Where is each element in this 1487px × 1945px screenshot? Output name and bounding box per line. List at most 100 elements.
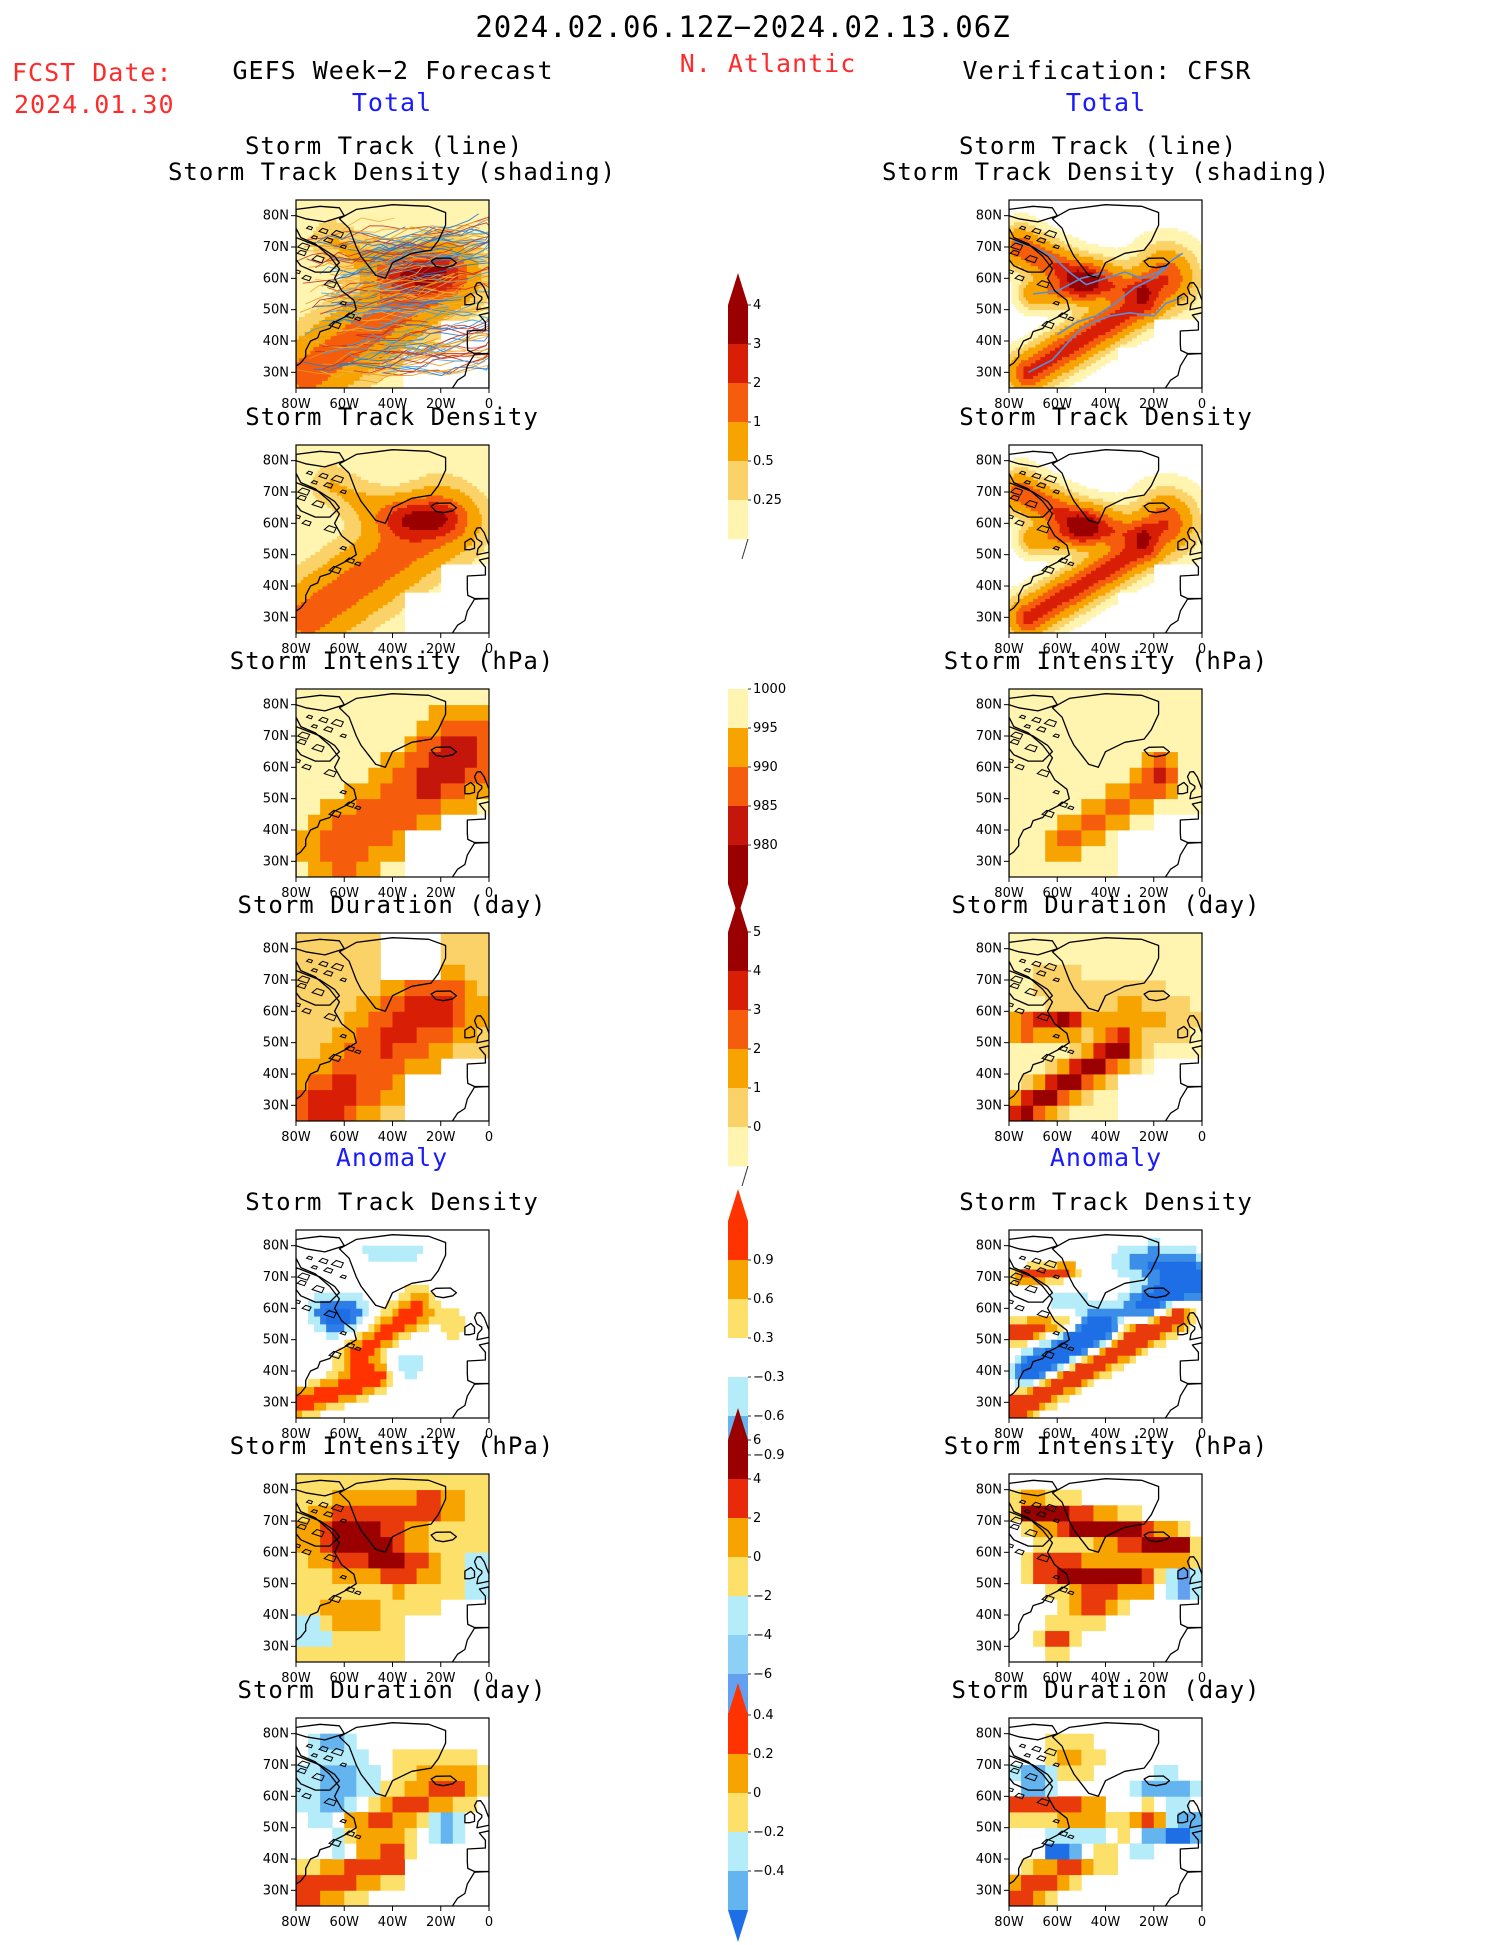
field-cell — [318, 561, 321, 565]
field-cell — [332, 583, 335, 587]
field-cell — [359, 489, 362, 493]
field-cell — [310, 592, 313, 596]
field-cell — [368, 627, 371, 631]
field-cell — [368, 489, 371, 493]
field-cell — [356, 608, 359, 612]
field-cell — [347, 620, 350, 624]
field-cell — [330, 561, 333, 565]
field-cell — [366, 461, 369, 465]
field-cell — [313, 380, 316, 384]
field-cell — [320, 483, 323, 487]
field-cell — [325, 595, 328, 599]
field-cell — [335, 533, 338, 537]
field-cell — [303, 542, 306, 546]
field-cell — [313, 567, 316, 571]
y-tick-label: 60N — [263, 271, 289, 286]
field-cell — [301, 552, 304, 556]
field-cell — [310, 365, 313, 369]
field-cell — [366, 539, 369, 543]
field-cell — [351, 498, 354, 502]
field-cell — [359, 464, 362, 468]
field-cell — [327, 589, 330, 593]
field-cell — [347, 583, 350, 587]
field-cell — [308, 558, 311, 562]
field-cell — [301, 577, 304, 581]
field-cell — [303, 470, 306, 474]
field-cell — [349, 505, 352, 509]
field-cell — [318, 483, 321, 487]
field-cell — [377, 215, 380, 219]
field-cell — [339, 520, 342, 524]
field-cell — [484, 226, 487, 230]
field-cell — [301, 573, 304, 577]
field-cell — [342, 627, 345, 631]
field-cell — [325, 501, 328, 505]
field-cell — [313, 592, 316, 596]
field-cell — [330, 511, 333, 515]
field-cell — [319, 354, 322, 358]
field-cell — [335, 580, 338, 584]
field-cell — [447, 223, 450, 227]
field-cell — [310, 283, 313, 287]
field-cell — [302, 347, 305, 351]
field-cell — [360, 219, 363, 223]
field-cell — [332, 486, 335, 490]
field-cell — [318, 602, 321, 606]
field-cell — [318, 592, 321, 596]
field-cell — [371, 580, 374, 584]
field-cell — [335, 617, 338, 621]
field-cell — [473, 211, 476, 215]
field-cell — [435, 211, 438, 215]
field-cell — [368, 486, 371, 490]
field-cell — [409, 230, 412, 234]
field-cell — [342, 605, 345, 609]
field-cell — [359, 448, 362, 452]
field-cell — [354, 204, 357, 208]
field-cell — [354, 339, 357, 343]
field-cell — [320, 508, 323, 512]
field-cell — [364, 476, 367, 480]
field-cell — [356, 476, 359, 480]
field-cell — [303, 627, 306, 631]
field-cell — [315, 624, 318, 628]
field-cell — [325, 545, 328, 549]
field-cell — [316, 309, 319, 313]
field-cell — [351, 517, 354, 521]
field-cell — [349, 595, 352, 599]
field-cell — [306, 627, 309, 631]
field-cell — [361, 473, 364, 477]
field-cell — [308, 552, 311, 556]
field-cell — [302, 373, 305, 377]
field-cell — [435, 219, 438, 223]
field-cell — [392, 377, 395, 381]
field-cell — [435, 215, 438, 219]
x-tick-label: 80W — [281, 397, 311, 412]
field-cell — [444, 204, 447, 208]
field-cell — [365, 211, 368, 215]
field-cell — [318, 511, 321, 515]
field-cell — [344, 620, 347, 624]
field-cell — [361, 511, 364, 515]
field-cell — [374, 208, 377, 212]
field-cell — [412, 215, 415, 219]
field-cell — [364, 608, 367, 612]
field-cell — [342, 570, 345, 574]
field-cell — [366, 530, 369, 534]
field-cell — [349, 617, 352, 621]
field-cell — [323, 620, 326, 624]
field-cell — [361, 520, 364, 524]
field-cell — [330, 583, 333, 587]
field-cell — [435, 268, 438, 272]
field-cell — [351, 200, 354, 204]
field-cell — [332, 548, 335, 552]
field-cell — [344, 592, 347, 596]
field-cell — [327, 467, 330, 471]
field-cell — [364, 473, 367, 477]
field-cell — [301, 558, 304, 562]
field-cell — [342, 514, 345, 518]
field-cell — [302, 268, 305, 272]
field-cell — [303, 555, 306, 559]
field-cell — [327, 511, 330, 515]
field-cell — [429, 200, 432, 204]
field-cell — [325, 580, 328, 584]
